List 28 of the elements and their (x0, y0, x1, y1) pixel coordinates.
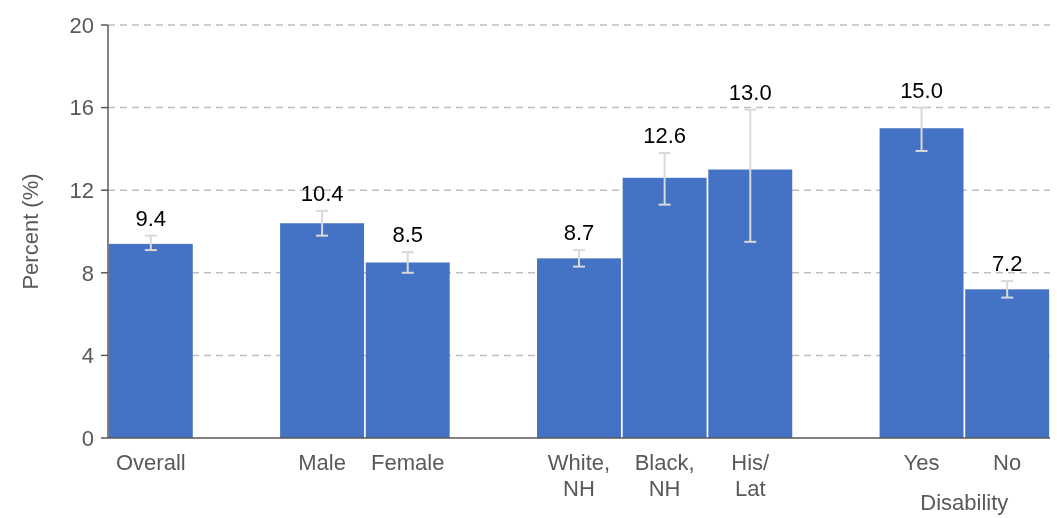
x-tick-label: Female (371, 450, 445, 475)
data-label: 9.4 (135, 205, 167, 231)
data-label: 7.2 (991, 251, 1023, 277)
y-tick-label: 0 (81, 425, 94, 451)
data-label: 10.4 (300, 180, 344, 206)
data-label: 13.0 (728, 79, 772, 105)
text: Disability (920, 490, 1009, 515)
y-tick-label: 12 (69, 177, 94, 203)
y-tick-label: 16 (69, 95, 94, 121)
x-tick-label: His/ Lat (731, 450, 771, 501)
bar (365, 262, 450, 438)
x-tick-label: Overall (115, 450, 186, 475)
data-label: 15.0 (900, 77, 943, 103)
x-tick-label: White, NH (547, 450, 611, 501)
x-tick-label: Black, NH (634, 450, 695, 501)
x-tick-label: Male (298, 450, 346, 475)
bar (537, 258, 621, 438)
x-tick-label: Yes (903, 450, 940, 475)
data-label: 8.5 (392, 222, 424, 248)
data-label: 12.6 (643, 123, 687, 149)
y-tick-label: 4 (81, 343, 94, 369)
x-tick-label: No (993, 450, 1022, 475)
y-tick-label: 20 (69, 12, 94, 38)
y-tick-label: 8 (81, 260, 94, 286)
bar (108, 243, 193, 438)
bar (280, 223, 365, 438)
y-axis-title: Percent (%) (18, 173, 43, 290)
data-label: 8.7 (563, 220, 595, 246)
